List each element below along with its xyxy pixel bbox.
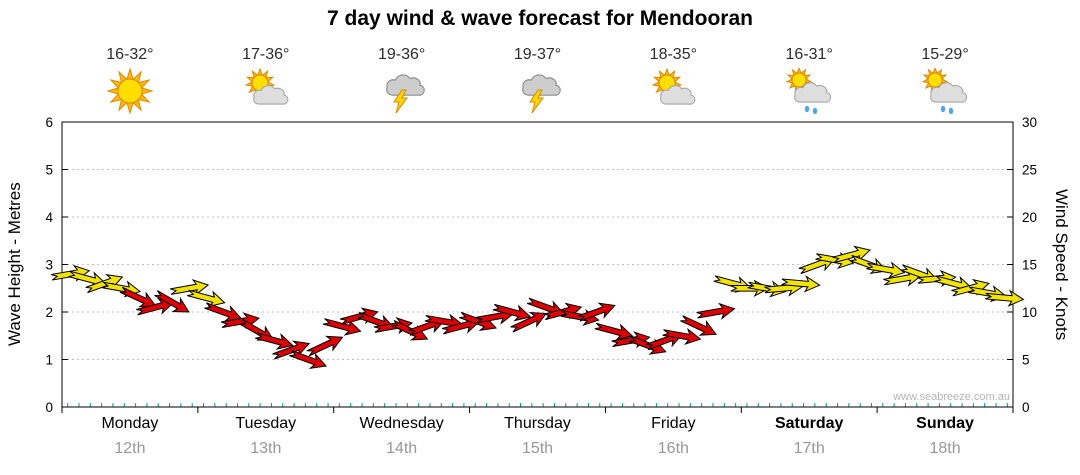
day-name-label: Sunday: [916, 415, 974, 432]
showers-icon: [919, 66, 971, 115]
temp-range-label: 19-36°: [377, 46, 426, 63]
day-date-label: 12th: [114, 440, 146, 457]
storm-icon: [512, 68, 564, 114]
right-axis-tick-label: 25: [1022, 163, 1037, 178]
day-date-label: 16th: [657, 440, 689, 457]
left-axis-tick-label: 0: [45, 400, 53, 415]
wind-arrow: [492, 303, 532, 322]
chart-title: 7 day wind & wave forecast for Mendooran: [327, 7, 753, 30]
wind-arrow: [510, 311, 548, 333]
wind-arrow: [306, 335, 344, 357]
wind-arrow: [747, 280, 787, 298]
wind-arrow: [136, 297, 175, 316]
right-axis-tick-label: 5: [1022, 353, 1030, 368]
wind-arrow: [391, 319, 429, 341]
wind-arrow: [815, 251, 855, 270]
wind-arrow: [119, 286, 157, 308]
day-date-label: 13th: [250, 440, 282, 457]
day-date-label: 18th: [929, 440, 961, 457]
day-date-label: 15th: [521, 440, 554, 457]
showers-icon: [783, 66, 835, 115]
left-axis-tick-label: 5: [45, 163, 53, 178]
wind-arrow: [204, 302, 243, 322]
temp-range-label: 19-37°: [513, 46, 562, 63]
wind-arrow: [51, 264, 91, 282]
day-date-label: 14th: [386, 440, 418, 457]
right-axis-tick-label: 30: [1022, 115, 1037, 130]
left-axis-tick-label: 6: [45, 115, 53, 130]
left-axis-tick-label: 1: [45, 353, 53, 368]
partly-cloudy-icon: [647, 67, 699, 114]
day-name-label: Wednesday: [359, 415, 444, 432]
day-name-label: Tuesday: [235, 415, 297, 432]
temp-range-label: 15-29°: [921, 46, 969, 63]
left-axis-label: Wave Height - Metres: [5, 182, 24, 347]
temp-range-label: 17-36°: [242, 46, 290, 63]
day-name-label: Friday: [651, 415, 696, 432]
left-axis-tick-label: 4: [45, 210, 53, 225]
temp-range-label: 16-32°: [106, 46, 154, 63]
wind-arrow: [696, 302, 736, 320]
wind-arrow: [866, 261, 906, 279]
temp-range-label: 16-31°: [785, 46, 833, 63]
left-axis-tick-label: 3: [45, 258, 53, 273]
sunny-icon: [104, 67, 156, 115]
partly-cloudy-icon: [240, 67, 292, 114]
wind-arrow: [154, 290, 190, 313]
wind-arrow: [781, 275, 821, 293]
wind-arrow: [255, 332, 294, 350]
left-axis-tick-label: 2: [45, 305, 53, 320]
right-axis-tick-label: 20: [1022, 210, 1037, 225]
wind-arrow: [985, 289, 1025, 307]
day-name-label: Thursday: [504, 415, 571, 432]
right-axis-label: Wind Speed - Knots: [1052, 188, 1071, 341]
wind-arrow: [594, 322, 634, 341]
day-name-label: Saturday: [774, 415, 844, 432]
wind-arrow: [628, 335, 667, 355]
wind-arrow: [680, 315, 717, 336]
right-axis-tick-label: 0: [1022, 400, 1030, 415]
temp-range-label: 18-35°: [649, 46, 697, 63]
watermark-text: www.seabreeze.com.au: [893, 391, 1010, 403]
wind-arrow: [713, 275, 753, 293]
wind-arrow: [662, 327, 702, 346]
day-date-label: 17th: [793, 440, 825, 457]
wind-arrow: [577, 302, 616, 322]
right-axis-tick-label: 10: [1022, 305, 1037, 320]
day-name-label: Monday: [101, 415, 159, 432]
right-axis-tick-label: 15: [1022, 258, 1037, 273]
wind-arrow: [289, 349, 328, 369]
storm-icon: [376, 68, 428, 114]
